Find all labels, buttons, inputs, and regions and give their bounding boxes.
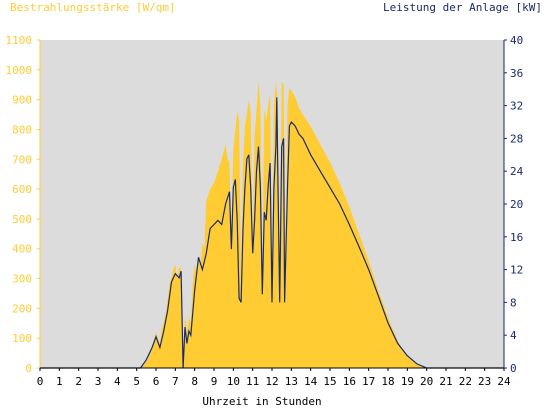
- x-tick-label: 8: [191, 375, 198, 388]
- x-tick-label: 9: [211, 375, 218, 388]
- right-tick-label: 4: [510, 329, 517, 342]
- right-tick-label: 8: [510, 296, 517, 309]
- x-tick-label: 13: [285, 375, 298, 388]
- x-tick-label: 21: [439, 375, 452, 388]
- left-tick-label: 100: [12, 332, 32, 345]
- x-tick-label: 16: [343, 375, 356, 388]
- x-axis-ticks: 0 1 2 3 4 5 6 7 8 9 10 11 12 13 14 15 16 17 18 19 20 21 22 23 24: [37, 368, 511, 388]
- left-tick-label: 1000: [6, 64, 33, 77]
- left-tick-label: 200: [12, 302, 32, 315]
- right-tick-label: 40: [510, 34, 523, 47]
- x-tick-label: 22: [459, 375, 472, 388]
- x-tick-label: 11: [246, 375, 259, 388]
- x-tick-label: 7: [172, 375, 179, 388]
- right-axis-ticks: 0 4 8 12 16 20 24 28 32 36 40: [504, 34, 524, 375]
- right-tick-label: 24: [510, 165, 524, 178]
- left-tick-label: 1100: [6, 34, 33, 47]
- left-axis-title: Bestrahlungsstärke [W/qm]: [10, 1, 176, 14]
- left-tick-label: 0: [25, 362, 32, 375]
- x-tick-label: 5: [133, 375, 140, 388]
- right-tick-label: 12: [510, 264, 523, 277]
- x-tick-label: 18: [381, 375, 394, 388]
- x-tick-label: 12: [265, 375, 278, 388]
- x-tick-label: 14: [304, 375, 318, 388]
- x-tick-label: 19: [401, 375, 414, 388]
- left-tick-label: 300: [12, 273, 32, 286]
- x-tick-label: 3: [95, 375, 102, 388]
- x-axis-title: Uhrzeit in Stunden: [202, 395, 321, 408]
- right-tick-label: 28: [510, 132, 523, 145]
- x-tick-label: 6: [153, 375, 160, 388]
- x-tick-label: 15: [323, 375, 336, 388]
- series-power-line: [40, 97, 504, 369]
- right-tick-label: 36: [510, 67, 523, 80]
- left-tick-label: 600: [12, 183, 32, 196]
- left-axis-ticks: 0 100 200 300 400 500 600 700 800 900 1000 1100: [6, 34, 40, 375]
- x-tick-label: 23: [478, 375, 491, 388]
- series-irradiance-area: [136, 81, 427, 368]
- left-tick-label: 400: [12, 243, 32, 256]
- right-tick-label: 0: [510, 362, 517, 375]
- left-tick-label: 800: [12, 123, 32, 136]
- right-tick-label: 20: [510, 198, 523, 211]
- x-tick-label: 0: [37, 375, 44, 388]
- x-tick-label: 2: [75, 375, 82, 388]
- x-tick-label: 20: [420, 375, 433, 388]
- x-tick-label: 1: [56, 375, 63, 388]
- right-tick-label: 16: [510, 231, 523, 244]
- x-tick-label: 10: [227, 375, 240, 388]
- right-axis-title: Leistung der Anlage [kW]: [383, 1, 542, 14]
- x-tick-label: 4: [114, 375, 121, 388]
- series-layer: [40, 81, 504, 369]
- x-tick-label: 17: [362, 375, 375, 388]
- x-tick-label: 24: [497, 375, 511, 388]
- left-tick-label: 500: [12, 213, 32, 226]
- right-tick-label: 32: [510, 100, 523, 113]
- left-tick-label: 900: [12, 94, 32, 107]
- left-tick-label: 700: [12, 153, 32, 166]
